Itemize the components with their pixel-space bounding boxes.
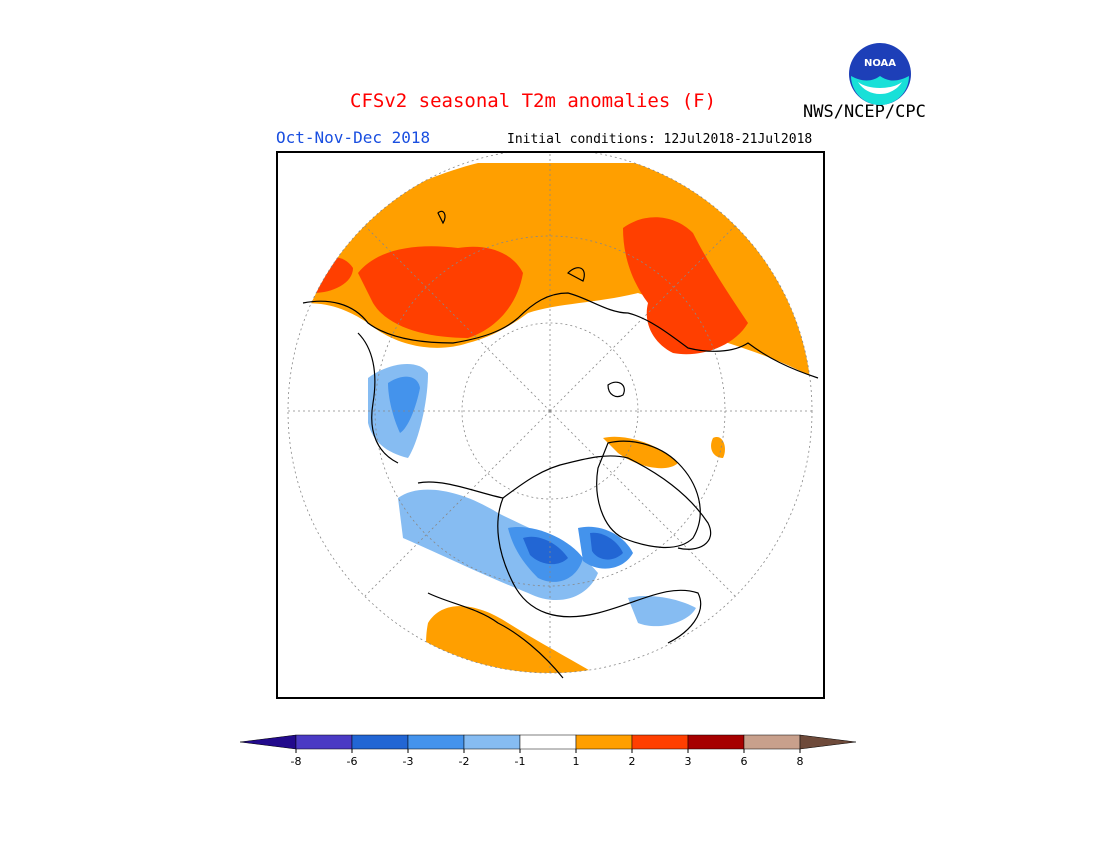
legend-bin	[463, 734, 521, 750]
legend-tick-label: 8	[797, 755, 804, 768]
legend-tick-label: 3	[685, 755, 692, 768]
legend-tick-label: -3	[403, 755, 414, 768]
polar-map	[287, 153, 819, 679]
anomaly-warm-pacific	[426, 606, 618, 673]
legend-arrow-high	[799, 734, 857, 750]
color-legend: -8 -6 -3 -2 -1 1 2 3 6 8	[239, 734, 857, 768]
anomaly-warm-alaska-small	[603, 436, 678, 469]
legend-bin	[407, 734, 465, 750]
anomaly-cool-atlantic-core	[388, 376, 420, 433]
anomaly-cool-greenland	[628, 596, 696, 627]
legend-tick-label: -1	[515, 755, 526, 768]
anomaly-warm-russia-core	[358, 246, 523, 338]
map-title: CFSv2 seasonal T2m anomalies (F)	[350, 90, 717, 112]
legend-tick-label: -2	[459, 755, 470, 768]
legend-bin	[575, 734, 633, 750]
legend-tick-label: 6	[741, 755, 748, 768]
legend-tick-label: -8	[291, 755, 302, 768]
forecast-period: Oct-Nov-Dec 2018	[276, 128, 431, 147]
legend-bin	[687, 734, 745, 750]
legend-tick-label: 1	[573, 755, 580, 768]
legend-bin	[519, 734, 577, 750]
legend-arrow-low	[239, 734, 297, 750]
legend-bin	[743, 734, 801, 750]
anomaly-cool-canada-deep	[523, 536, 568, 565]
legend-tick-label: 2	[629, 755, 636, 768]
anomaly-warm-siberia	[623, 217, 748, 355]
map-panel	[276, 151, 825, 699]
noaa-logo: NOAA	[849, 43, 911, 105]
legend-tick-label: -6	[347, 755, 358, 768]
agency-label: NWS/NCEP/CPC	[803, 102, 926, 122]
coastlines	[302, 210, 819, 679]
initial-conditions: Initial conditions: 12Jul2018-21Jul2018	[507, 132, 813, 147]
legend-bin	[295, 734, 353, 750]
legend-bin	[631, 734, 689, 750]
anomaly-cool-hudson-deep	[590, 532, 623, 560]
noaa-logo-text: NOAA	[864, 58, 896, 69]
anomaly-warm-pacific-nw	[711, 437, 725, 458]
legend-bin	[351, 734, 409, 750]
